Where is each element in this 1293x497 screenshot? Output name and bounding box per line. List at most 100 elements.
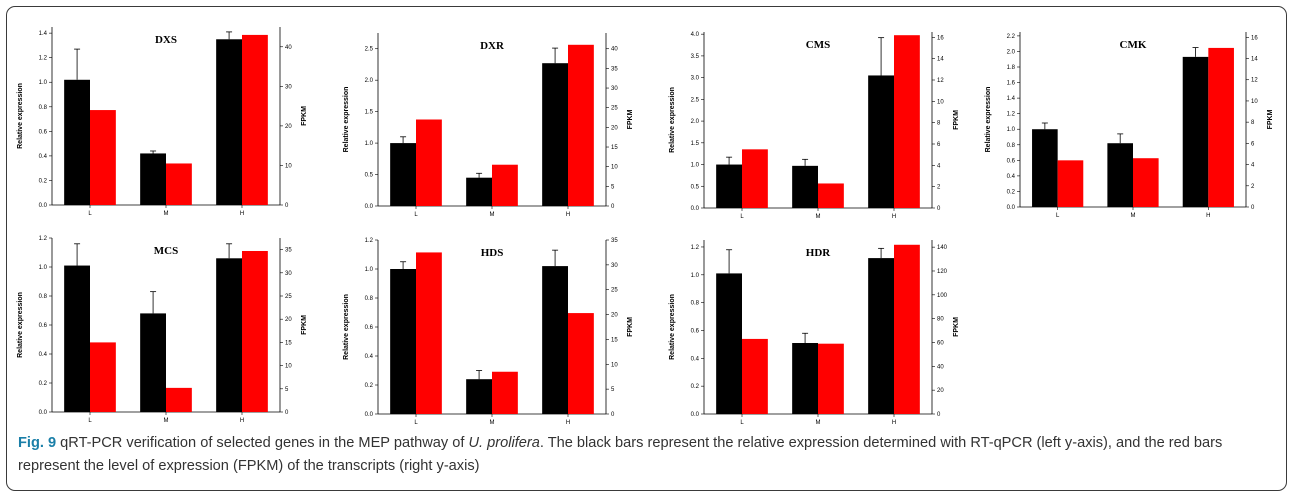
right-tick-label: 6 <box>937 142 941 148</box>
right-tick-label: 16 <box>937 35 944 41</box>
right-tick-label: 15 <box>611 145 618 151</box>
fpkm-bar <box>894 244 920 414</box>
relative-expression-bar <box>542 266 568 414</box>
relative-expression-bar <box>64 79 90 205</box>
left-tick-label: 2.5 <box>365 47 374 53</box>
left-tick-label: 0.4 <box>39 154 48 160</box>
left-tick-label: 1.0 <box>1007 127 1016 133</box>
fpkm-bar <box>90 110 116 205</box>
right-tick-label: 35 <box>611 66 618 72</box>
left-tick-label: 0.8 <box>1007 143 1016 149</box>
relative-expression-bar <box>140 313 166 412</box>
chart-svg: 0.0 0.2 0.4 0.6 0.8 1.0 1.2 1.4 1.6 1.8 2.0 2.2 0 2 4 6… <box>985 32 1274 219</box>
x-tick-label: M <box>164 211 169 217</box>
right-tick-label: 5 <box>611 184 615 190</box>
x-tick-label: M <box>1131 213 1136 219</box>
left-tick-label: 1.4 <box>39 31 48 37</box>
right-tick-label: 8 <box>937 121 941 127</box>
figure-label: Fig. 9 <box>18 435 57 451</box>
right-tick-label: 5 <box>285 387 289 393</box>
right-tick-label: 20 <box>611 125 618 131</box>
right-tick-label: 100 <box>937 293 948 299</box>
bars <box>716 35 920 209</box>
left-tick-label: 1.0 <box>39 265 48 271</box>
right-tick-label: 35 <box>285 248 292 254</box>
x-tick-label: L <box>88 418 92 424</box>
fpkm-bar <box>818 343 844 414</box>
right-axis-label: FPKM <box>301 106 308 126</box>
left-tick-label: 1.0 <box>39 80 48 86</box>
left-tick-label: 0.5 <box>365 173 374 179</box>
fpkm-bar <box>1057 160 1084 207</box>
left-tick-label: 0.4 <box>39 352 48 358</box>
bars <box>64 243 268 412</box>
right-tick-label: 4 <box>1251 163 1255 169</box>
relative-expression-bar <box>792 165 818 208</box>
right-tick-label: 2 <box>937 185 941 191</box>
left-tick-label: 0.2 <box>691 384 700 390</box>
right-tick-label: 16 <box>1251 35 1258 41</box>
left-tick-label: 0.2 <box>39 381 48 387</box>
right-tick-label: 40 <box>285 45 292 51</box>
axes: 0.0 0.2 0.4 0.6 0.8 1.0 1.2 1.4 0 10 20 30 40 Relativ… <box>17 27 308 217</box>
left-tick-label: 0.2 <box>1007 189 1016 195</box>
left-tick-label: 0.0 <box>365 412 374 418</box>
left-axis-label: Relative expression <box>343 294 350 360</box>
fpkm-bar <box>742 338 768 414</box>
left-tick-label: 0.0 <box>365 204 374 210</box>
chart-panel-cms: 0.0 0.5 1.0 1.5 2.0 2.5 3.0 3.5 4.0 0 2 4 6 8 10 12 14 16… <box>662 24 962 222</box>
left-axis-label: Relative expression <box>669 294 676 360</box>
relative-expression-bar <box>390 143 416 206</box>
axes: 0.0 0.2 0.4 0.6 0.8 1.0 1.2 0 5 10 15 20 25 30 35 Relat… <box>17 236 308 424</box>
fpkm-bar <box>166 387 192 412</box>
x-tick-label: H <box>892 214 896 220</box>
chart-svg: 0.0 0.2 0.4 0.6 0.8 1.0 1.2 0 5 10 15 20 25 30 35 Relat… <box>17 236 308 424</box>
left-tick-label: 1.2 <box>39 56 48 62</box>
right-tick-label: 140 <box>937 245 948 251</box>
left-axis-label: Relative expression <box>343 87 350 153</box>
x-tick-label: M <box>490 420 495 426</box>
fpkm-bar <box>818 183 844 208</box>
fpkm-bar <box>492 164 518 206</box>
right-tick-label: 12 <box>1251 78 1258 84</box>
left-tick-label: 3.5 <box>691 54 700 60</box>
fpkm-bar <box>416 119 442 206</box>
fpkm-bar <box>416 252 442 414</box>
right-tick-label: 80 <box>937 317 944 323</box>
left-tick-label: 2.0 <box>365 78 374 84</box>
chart-panel-mcs: 0.0 0.2 0.4 0.6 0.8 1.0 1.2 0 5 10 15 20 25 30 35 Relat… <box>10 230 310 426</box>
x-tick-label: M <box>490 212 495 218</box>
relative-expression-bar <box>140 153 166 205</box>
right-tick-label: 14 <box>937 57 944 63</box>
x-tick-label: H <box>240 418 244 424</box>
left-tick-label: 0.6 <box>365 325 374 331</box>
right-tick-label: 25 <box>285 294 292 300</box>
chart-panel-hds: 0.0 0.2 0.4 0.6 0.8 1.0 1.2 0 5 10 15 20 25 30 35 Relat… <box>336 232 636 428</box>
left-tick-label: 1.6 <box>1007 81 1016 87</box>
right-tick-label: 6 <box>1251 141 1255 147</box>
left-tick-label: 1.0 <box>365 141 374 147</box>
relative-expression-bar <box>868 75 894 208</box>
left-tick-label: 1.2 <box>39 236 48 242</box>
left-tick-label: 3.0 <box>691 76 700 82</box>
right-tick-label: 10 <box>285 163 292 169</box>
right-tick-label: 8 <box>1251 120 1255 126</box>
relative-expression-bar <box>716 164 742 208</box>
figure-caption: Fig. 9 qRT-PCR verification of selected … <box>18 432 1273 478</box>
left-tick-label: 0.6 <box>39 323 48 329</box>
relative-expression-bar <box>1182 56 1209 208</box>
chart-title: DXR <box>480 40 505 52</box>
chart-panel-dxs: 0.0 0.2 0.4 0.6 0.8 1.0 1.2 1.4 0 10 20 30 40 Relativ… <box>10 19 310 219</box>
right-tick-label: 12 <box>937 78 944 84</box>
left-axis-label: Relative expression <box>17 83 24 149</box>
right-tick-label: 2 <box>1251 184 1255 190</box>
bars <box>390 44 594 206</box>
relative-expression-bar <box>1032 129 1058 207</box>
right-axis-label: FPKM <box>627 109 634 129</box>
left-tick-label: 2.0 <box>1007 49 1016 55</box>
right-tick-label: 35 <box>611 238 618 244</box>
right-tick-label: 15 <box>285 340 292 346</box>
relative-expression-bar <box>716 273 742 414</box>
fpkm-bar <box>242 34 268 206</box>
left-tick-label: 0.6 <box>39 129 48 135</box>
